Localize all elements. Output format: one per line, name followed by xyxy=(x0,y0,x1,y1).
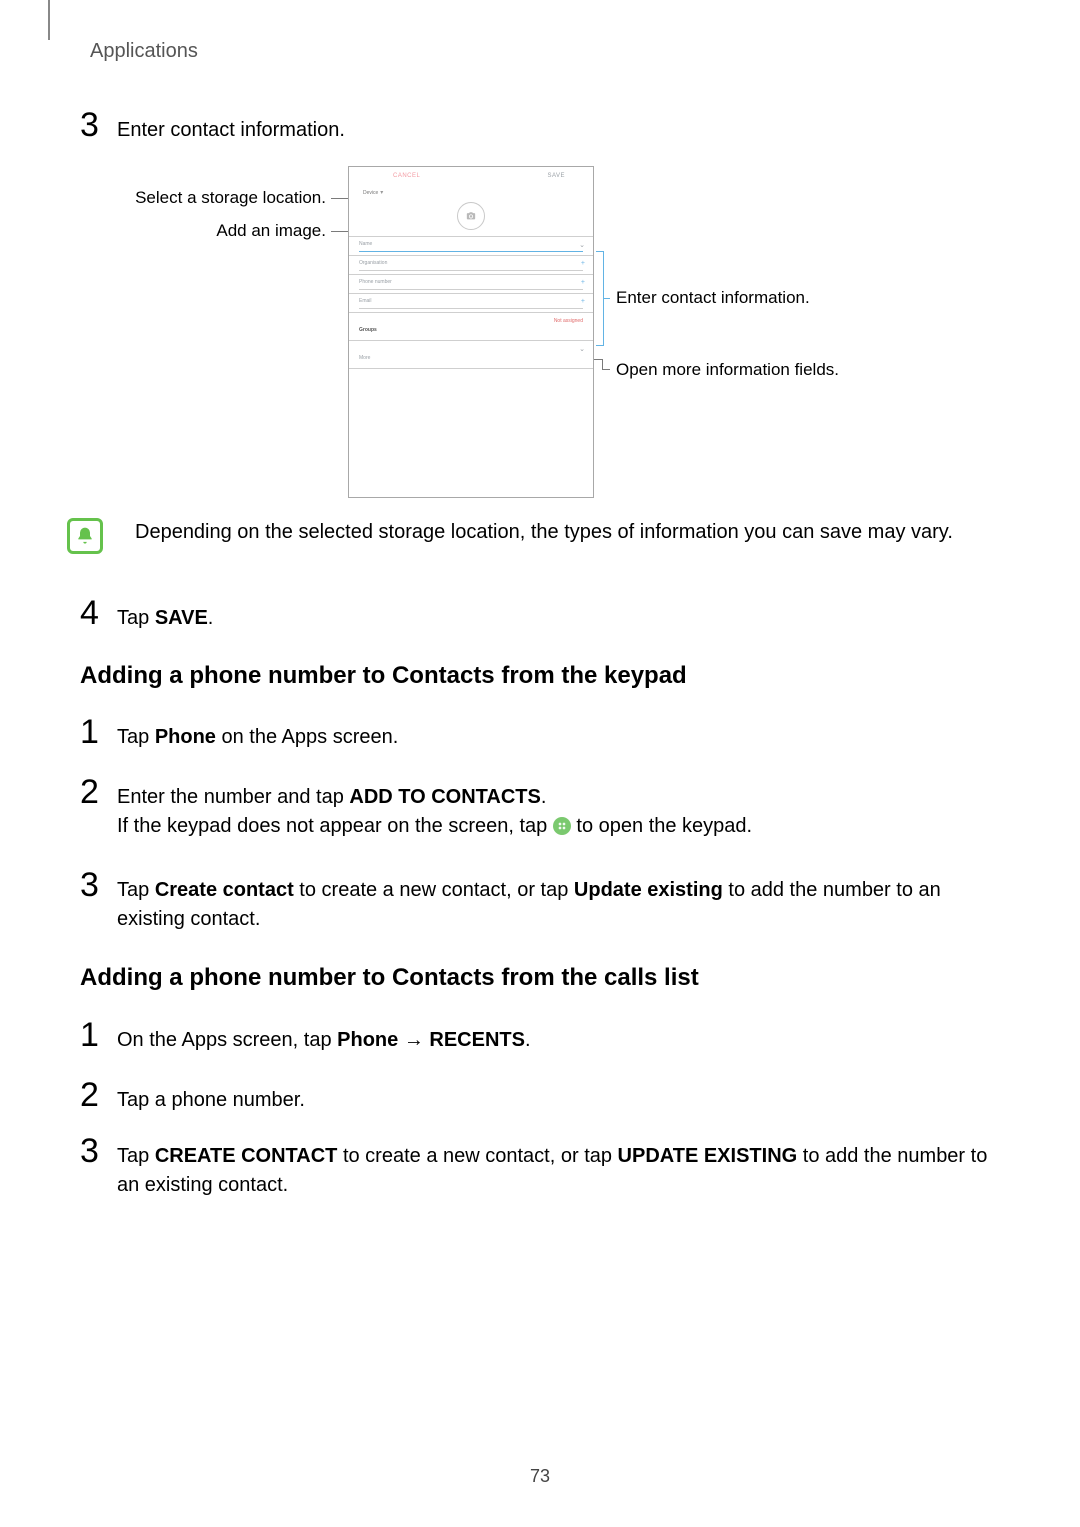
text: If the keypad does not appear on the scr… xyxy=(117,815,553,837)
arrow-icon: → xyxy=(398,1029,429,1051)
b2-text: Tap a phone number. xyxy=(117,1086,990,1115)
callout-line xyxy=(594,359,602,360)
field-label: Phone number xyxy=(359,279,583,285)
cancel-button[interactable]: CANCEL xyxy=(393,173,420,179)
chevron-down-icon: ⌄ xyxy=(579,345,585,353)
keypad-icon xyxy=(553,817,571,835)
save-label: SAVE xyxy=(155,607,208,629)
name-field[interactable]: Name ⌄ xyxy=(349,236,593,255)
chevron-down-icon: ▾ xyxy=(380,190,383,196)
b1-number: 1 xyxy=(80,1018,99,1052)
text: to open the keypad. xyxy=(571,815,752,837)
create-contact-label: CREATE CONTACT xyxy=(155,1145,338,1167)
field-underline xyxy=(359,288,583,290)
b3-text: Tap CREATE CONTACT to create a new conta… xyxy=(117,1142,990,1200)
not-assigned-label: Not assigned xyxy=(554,318,583,324)
field-label: Name xyxy=(359,241,583,247)
text: Enter the number and tap xyxy=(117,786,349,808)
step3-text: Enter contact information. xyxy=(117,116,990,145)
a3-number: 3 xyxy=(80,868,99,902)
more-label: More xyxy=(359,355,370,361)
chevron-down-icon: ⌄ xyxy=(579,241,585,249)
callout-bracket xyxy=(596,251,604,346)
add-to-contacts-label: ADD TO CONTACTS xyxy=(349,786,540,808)
field-label: Email xyxy=(359,298,583,304)
a3-text: Tap Create contact to create a new conta… xyxy=(117,876,990,934)
text: Tap xyxy=(117,879,155,901)
text: On the Apps screen, tap xyxy=(117,1029,337,1051)
text: Tap xyxy=(117,726,155,748)
section-heading-keypad: Adding a phone number to Contacts from t… xyxy=(80,662,990,690)
breadcrumb: Applications xyxy=(90,40,198,63)
callout-more-fields: Open more information fields. xyxy=(616,360,839,380)
note-icon xyxy=(67,518,103,554)
text: Tap xyxy=(117,607,155,629)
camera-icon xyxy=(466,211,476,221)
callout-add-image: Add an image. xyxy=(126,221,326,241)
callout-storage-location: Select a storage location. xyxy=(126,188,326,208)
groups-label: Groups xyxy=(359,327,377,333)
text: Tap xyxy=(117,1145,155,1167)
groups-row[interactable]: Groups Not assigned xyxy=(349,312,593,340)
callout-line xyxy=(602,369,610,370)
email-field[interactable]: Email + xyxy=(349,293,593,312)
text: . xyxy=(208,607,214,629)
text: to create a new contact, or tap xyxy=(294,879,574,901)
page-ledge xyxy=(48,0,50,40)
storage-label: Device xyxy=(363,190,378,196)
field-underline xyxy=(359,307,583,309)
add-image-button[interactable] xyxy=(457,202,485,230)
a2-text: Enter the number and tap ADD TO CONTACTS… xyxy=(117,783,990,841)
a2-number: 2 xyxy=(80,775,99,809)
text: . xyxy=(541,786,547,808)
callout-line xyxy=(602,359,603,369)
b1-text: On the Apps screen, tap Phone → RECENTS. xyxy=(117,1026,990,1055)
section-heading-calls-list: Adding a phone number to Contacts from t… xyxy=(80,964,990,992)
a1-text: Tap Phone on the Apps screen. xyxy=(117,723,990,752)
organisation-field[interactable]: Organisation + xyxy=(349,255,593,274)
text: . xyxy=(525,1029,531,1051)
phone-label: Phone xyxy=(155,726,216,748)
step4-text: Tap SAVE. xyxy=(117,604,990,633)
field-underline xyxy=(359,250,583,252)
plus-icon: + xyxy=(581,260,585,267)
update-existing-label: Update existing xyxy=(574,879,723,901)
more-row[interactable]: More ⌄ xyxy=(349,340,593,369)
contact-form-diagram: Select a storage location. Add an image.… xyxy=(126,166,954,504)
step4-number: 4 xyxy=(80,596,99,630)
callout-enter-info: Enter contact information. xyxy=(616,288,810,308)
field-label: Organisation xyxy=(359,260,583,266)
plus-icon: + xyxy=(581,298,585,305)
phone-header: CANCEL SAVE xyxy=(349,167,593,187)
b3-number: 3 xyxy=(80,1134,99,1168)
update-existing-label: UPDATE EXISTING xyxy=(618,1145,798,1167)
note-text: Depending on the selected storage locati… xyxy=(135,518,990,547)
field-underline xyxy=(359,269,583,271)
page-number: 73 xyxy=(0,1466,1080,1487)
save-button[interactable]: SAVE xyxy=(547,173,565,179)
text: on the Apps screen. xyxy=(216,726,398,748)
text: to create a new contact, or tap xyxy=(337,1145,617,1167)
b2-number: 2 xyxy=(80,1078,99,1112)
storage-selector[interactable]: Device▾ xyxy=(363,189,593,196)
callout-line xyxy=(604,298,610,299)
plus-icon: + xyxy=(581,279,585,286)
step3-number: 3 xyxy=(80,108,99,142)
a1-number: 1 xyxy=(80,715,99,749)
phone-label: Phone xyxy=(337,1029,398,1051)
create-contact-label: Create contact xyxy=(155,879,294,901)
bell-icon xyxy=(75,526,95,546)
phone-mockup: CANCEL SAVE Device▾ Name ⌄ Organisation … xyxy=(348,166,594,498)
phone-field[interactable]: Phone number + xyxy=(349,274,593,293)
recents-label: RECENTS xyxy=(429,1029,525,1051)
